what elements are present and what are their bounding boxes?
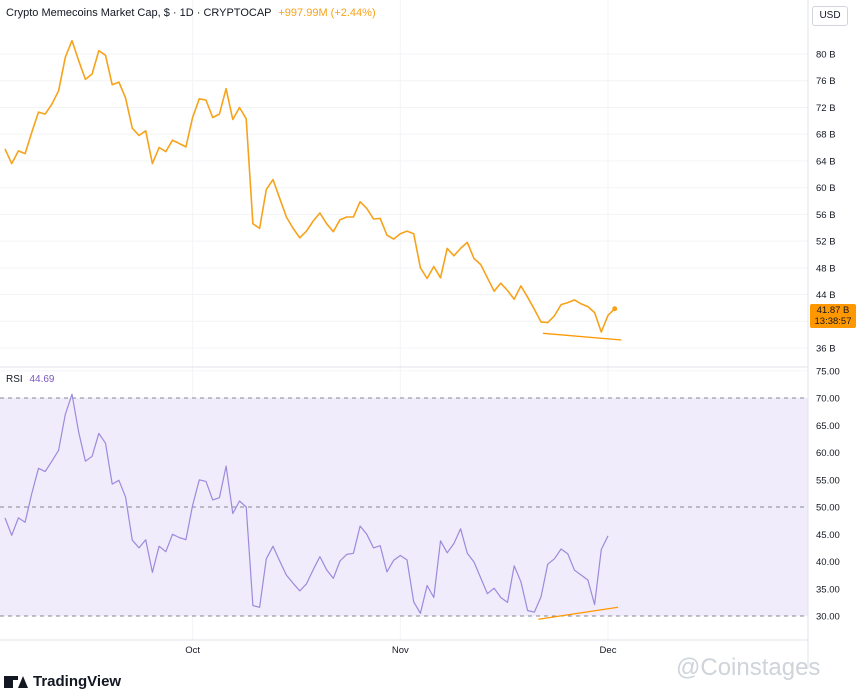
- rsi-tick-label: 40.00: [816, 557, 840, 568]
- time-axis-ticks: Oct Nov Dec: [185, 645, 616, 656]
- rsi-divergence-line: [538, 606, 619, 620]
- price-tick-label: 36 B: [816, 344, 836, 355]
- rsi-tick-label: 35.00: [816, 584, 840, 595]
- price-change: +997.99M (+2.44%): [278, 7, 376, 19]
- last-price-value: 41.87 B: [816, 305, 850, 316]
- time-tick-label: Oct: [185, 645, 200, 656]
- rsi-tick-label: 65.00: [816, 421, 840, 432]
- price-divergence-line: [542, 332, 622, 341]
- rsi-tick-label: 75.00: [816, 366, 840, 377]
- brand-name: TradingView: [33, 673, 122, 690]
- price-tick-label: 44 B: [816, 290, 836, 301]
- rsi-tick-label: 50.00: [816, 503, 840, 514]
- price-tick-label: 48 B: [816, 263, 836, 274]
- tradingview-brand[interactable]: TradingView: [4, 673, 121, 690]
- rsi-axis-ticks: 30.00 35.00 40.00 45.00 50.00 55.00 60.00 65.00…: [816, 366, 840, 622]
- price-tick-label: 64 B: [816, 156, 836, 167]
- tradingview-logo-icon: [4, 674, 28, 690]
- time-tick-label: Nov: [392, 645, 409, 656]
- chart-header: Crypto Memecoins Market Cap, $ · 1D · CR…: [6, 7, 376, 19]
- price-tick-label: 72 B: [816, 103, 836, 114]
- price-tick-label: 52 B: [816, 237, 836, 248]
- rsi-tick-label: 30.00: [816, 612, 840, 623]
- currency-button[interactable]: USD: [812, 6, 848, 26]
- rsi-tick-label: 70.00: [816, 394, 840, 405]
- price-tick-label: 80 B: [816, 50, 836, 61]
- price-tick-label: 56 B: [816, 210, 836, 221]
- rsi-tick-label: 60.00: [816, 448, 840, 459]
- price-tick-label: 60 B: [816, 183, 836, 194]
- rsi-legend[interactable]: RSI 44.69: [6, 374, 54, 385]
- watermark: @Coinstages: [676, 654, 821, 681]
- price-tick-label: 68 B: [816, 130, 836, 141]
- price-tick-label: 76 B: [816, 76, 836, 87]
- time-tick-label: Dec: [600, 645, 617, 656]
- bar-countdown: 13:38:57: [814, 316, 852, 327]
- rsi-series-line: [4, 393, 609, 614]
- rsi-band-lines: [0, 397, 808, 617]
- last-price-label: 41.87 B 13:38:57: [810, 304, 856, 328]
- price-series-line: [4, 39, 616, 333]
- last-price-dot: [612, 306, 618, 312]
- symbol-title[interactable]: Crypto Memecoins Market Cap, $ · 1D · CR…: [6, 7, 272, 19]
- rsi-tick-label: 55.00: [816, 475, 840, 486]
- rsi-tick-label: 45.00: [816, 530, 840, 541]
- rsi-label: RSI: [6, 374, 23, 385]
- rsi-value: 44.69: [29, 374, 55, 385]
